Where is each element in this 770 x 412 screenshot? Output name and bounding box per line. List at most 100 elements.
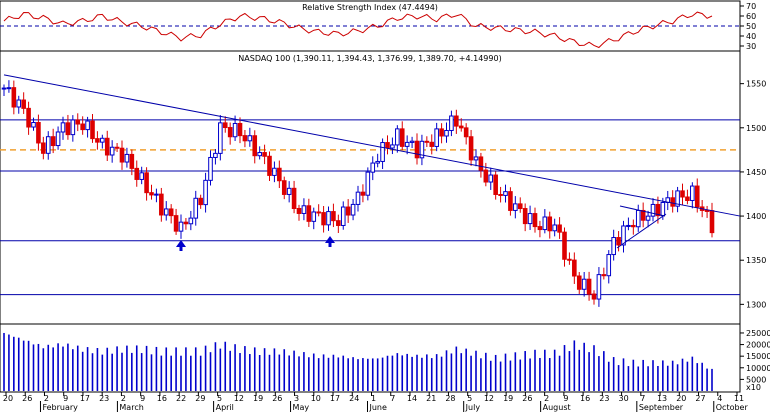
candlestick (517, 197, 523, 213)
candlestick (395, 125, 400, 153)
candlestick (360, 184, 366, 203)
candlestick (306, 198, 312, 227)
candle-body (227, 127, 233, 138)
x-day-label: 10 (311, 394, 321, 403)
candle-body (685, 196, 690, 201)
candlestick (409, 136, 415, 149)
candlestick (537, 220, 543, 238)
candlestick (149, 184, 154, 200)
candle-body (291, 187, 297, 209)
candle-body (70, 119, 76, 136)
x-month-label: July (465, 403, 481, 412)
x-day-label: 1 (371, 394, 376, 403)
trendline (3, 74, 741, 217)
x-day-label: 7 (390, 394, 395, 403)
x-day-label: 27 (695, 394, 705, 403)
x-month-label: February (42, 403, 78, 412)
candle-body (606, 254, 612, 277)
x-day-label: 9 (63, 394, 68, 403)
price-tick-label: 1350 (746, 256, 766, 265)
candle-body (257, 152, 262, 157)
candlestick (650, 198, 656, 222)
arrow-up-icon (176, 240, 186, 247)
candle-body (621, 225, 626, 246)
candle-body (503, 191, 508, 196)
x-day-label: 19 (503, 394, 513, 403)
candlestick (36, 114, 41, 151)
candle-body (439, 128, 444, 137)
x-day-label: 2 (44, 394, 49, 403)
candle-body (375, 160, 380, 164)
candlestick (100, 134, 105, 149)
candlestick (139, 166, 144, 185)
candle-body (517, 203, 523, 210)
candlestick (301, 198, 307, 221)
candle-body (85, 120, 90, 131)
candle-body (104, 137, 110, 156)
candle-body (380, 142, 385, 162)
candlestick (60, 116, 66, 140)
candle-body (198, 197, 203, 206)
candle-body (45, 136, 51, 154)
candle-body (419, 140, 425, 159)
candlestick (596, 267, 602, 307)
candle-body (650, 203, 656, 217)
x-day-label: 19 (253, 394, 263, 403)
x-day-label: 23 (599, 394, 609, 403)
candle-body (409, 140, 415, 143)
candlestick (350, 199, 356, 221)
candlestick (159, 187, 164, 222)
candle-body (660, 202, 666, 217)
candlestick (355, 185, 361, 212)
candlestick (218, 115, 223, 161)
price-tick-label: 1300 (746, 300, 766, 309)
candlestick (370, 156, 376, 181)
candlestick (429, 134, 435, 155)
candlestick (114, 142, 120, 152)
candlestick (468, 129, 474, 166)
candle-body (331, 211, 336, 222)
candle-body (596, 274, 602, 300)
candlestick (645, 210, 651, 228)
candlestick (21, 92, 26, 114)
candle-body (109, 146, 115, 156)
candle-body (286, 187, 292, 195)
candlestick (449, 110, 454, 137)
x-month-label: April (216, 403, 234, 412)
candle-body (144, 172, 149, 194)
candlestick (685, 189, 690, 205)
candle-body (390, 144, 395, 149)
candlestick (557, 217, 562, 239)
candle-body (208, 156, 213, 181)
candle-body (237, 122, 243, 137)
candle-body (267, 155, 272, 176)
candle-body (522, 208, 528, 225)
x-day-label: 12 (484, 394, 494, 403)
x-day-label: 17 (80, 394, 90, 403)
candle-body (203, 179, 208, 206)
candle-body (468, 136, 474, 161)
arrow-up-icon (325, 236, 335, 243)
candlestick (326, 206, 331, 231)
price-tick-label: 1550 (746, 80, 766, 89)
candle-body (6, 87, 12, 90)
candle-body (557, 224, 562, 233)
arrow-stem (179, 246, 183, 251)
candle-body (183, 221, 189, 225)
candlestick (291, 180, 297, 214)
candlestick (70, 115, 76, 142)
candlestick (134, 160, 140, 187)
candlestick (222, 116, 228, 133)
x-day-label: 29 (195, 394, 205, 403)
candlestick (178, 214, 184, 239)
candlestick (163, 201, 169, 221)
volume-tick-label: 20000 (746, 341, 770, 350)
candlestick (237, 117, 243, 144)
x-day-label: 5 (217, 394, 222, 403)
candle-body (272, 167, 277, 176)
candlestick (586, 271, 592, 301)
candle-body (513, 203, 518, 211)
candlestick (454, 109, 459, 134)
x-day-label: 28 (445, 394, 455, 403)
candle-body (311, 211, 317, 222)
